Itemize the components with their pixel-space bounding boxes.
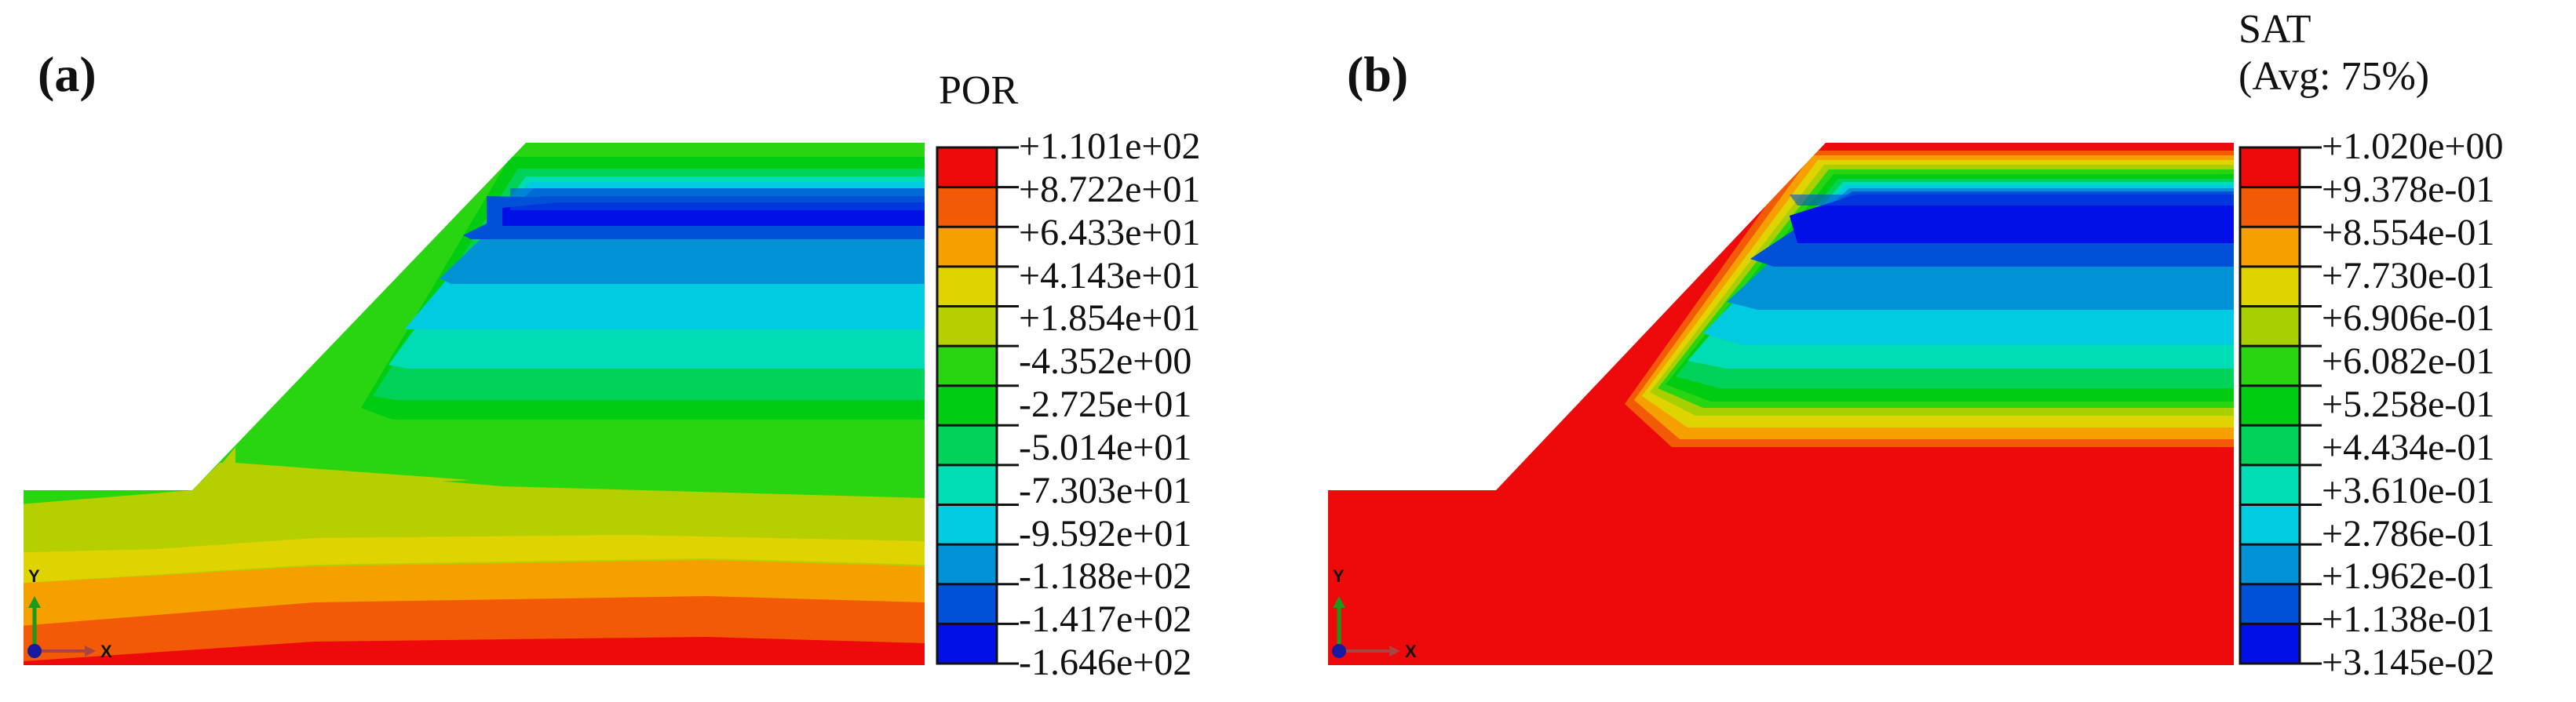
legend-color-bar	[936, 146, 1019, 665]
legend-swatch	[2240, 147, 2300, 187]
legend-tick-label: -5.014e+01	[1019, 426, 1192, 468]
legend-tick-label: +1.101e+02	[1019, 125, 1201, 167]
legend-tick-label: +8.554e-01	[2322, 211, 2495, 253]
legend-tick-label: -4.352e+00	[1019, 340, 1192, 383]
legend-tick-label: +6.082e-01	[2322, 340, 2495, 383]
legend-tick-label: +6.433e+01	[1019, 211, 1201, 253]
legend-swatch	[937, 306, 997, 347]
legend-swatch	[2240, 227, 2300, 267]
legend-swatch	[2240, 544, 2300, 584]
legend-swatch	[2240, 425, 2300, 465]
legend-swatch	[2240, 187, 2300, 227]
axis-x-label: X	[100, 642, 112, 661]
legend-swatch	[2240, 624, 2300, 664]
origin-icon	[27, 644, 42, 658]
legend-tick-label: +9.378e-01	[2322, 168, 2495, 210]
axis-y-label: Y	[1333, 566, 1345, 586]
legend-tick-label: -1.188e+02	[1019, 555, 1192, 598]
legend-swatch	[937, 504, 997, 545]
slope-contour-por	[24, 143, 925, 665]
legend-tick-label: -9.592e+01	[1019, 512, 1192, 555]
panel-por: (a)	[0, 0, 1287, 702]
legend-tick-label: +6.906e-01	[2322, 297, 2495, 340]
legend-swatch	[2240, 266, 2300, 307]
legend-tick-label: +1.854e+01	[1019, 297, 1201, 340]
legend-tick-label: -2.725e+01	[1019, 384, 1192, 425]
legend-swatch	[937, 584, 997, 624]
legend-tick-label: +8.722e+01	[1019, 168, 1201, 210]
legend-swatch	[2240, 346, 2300, 386]
legend-tick-label: +7.730e-01	[2322, 254, 2495, 296]
legend-tick-label: +3.610e-01	[2322, 469, 2495, 511]
legend-tick-label: -1.646e+02	[1019, 642, 1192, 683]
legend-swatch	[937, 187, 997, 227]
panel-label-b: (b)	[1347, 46, 1409, 102]
legend-tick-label: +2.786e-01	[2322, 512, 2495, 555]
legend-swatch	[2240, 306, 2300, 347]
legend-tick-label: +4.434e-01	[2322, 426, 2495, 468]
legend-tick-label: -1.417e+02	[1019, 598, 1192, 641]
legend-swatch	[937, 266, 997, 307]
legend-swatch	[937, 385, 997, 426]
panel-label-a: (a)	[38, 46, 97, 102]
legend-swatch	[2240, 504, 2300, 545]
legend-title-sat: SAT (Avg: 75%)	[2238, 7, 2430, 99]
legend-color-bar	[2238, 146, 2322, 665]
legend-swatch	[2240, 385, 2300, 426]
legend-swatch	[937, 346, 997, 386]
origin-icon	[1332, 644, 1346, 658]
axis-x-label: X	[1405, 642, 1417, 661]
slope-contour-sat	[1328, 143, 2234, 665]
legend-swatch	[937, 227, 997, 267]
legend-swatch	[937, 464, 997, 505]
panel-sat: (b) Y X	[1287, 0, 2576, 702]
axis-y-label: Y	[28, 566, 40, 586]
legend-swatch	[2240, 464, 2300, 505]
legend-swatch	[937, 147, 997, 187]
legend-tick-label: +3.145e-02	[2322, 642, 2495, 683]
legend-tick-label: +1.138e-01	[2322, 598, 2495, 641]
legend-swatch	[937, 425, 997, 465]
legend-tick-label: -7.303e+01	[1019, 469, 1192, 511]
legend-tick-label: +1.962e-01	[2322, 555, 2495, 598]
legend-swatch	[937, 624, 997, 664]
legend-tick-label: +4.143e+01	[1019, 254, 1201, 296]
legend-swatch	[2240, 584, 2300, 624]
legend-tick-label: +5.258e-01	[2322, 384, 2495, 425]
legend-tick-label: +1.020e+00	[2322, 125, 2504, 167]
legend-swatch	[937, 544, 997, 584]
legend-title-por: POR	[939, 68, 1019, 113]
